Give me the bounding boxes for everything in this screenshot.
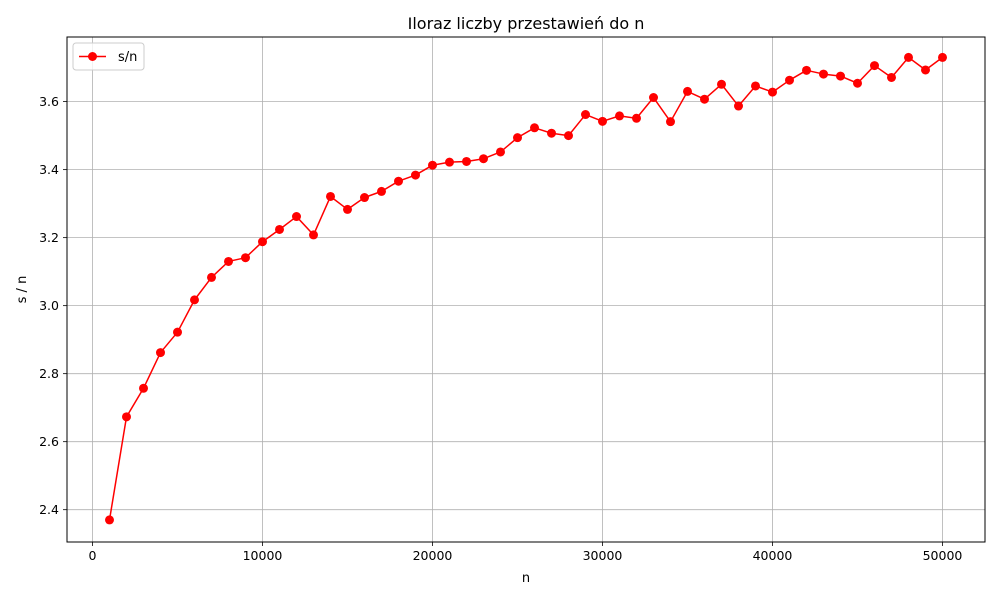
data-point (411, 170, 420, 180)
data-point (921, 65, 930, 75)
data-point (632, 113, 641, 123)
x-tick-label: 20000 (413, 548, 453, 563)
data-point (700, 94, 709, 104)
data-point (360, 193, 369, 203)
legend: s/n (72, 42, 145, 71)
x-axis-ticks: 0 10000 20000 30000 40000 50000 (89, 542, 963, 563)
data-point (445, 157, 454, 167)
data-point (309, 230, 318, 240)
grid (67, 37, 985, 542)
data-point (190, 295, 199, 305)
x-tick-label: 30000 (583, 548, 623, 563)
data-point (530, 123, 539, 133)
data-point (513, 133, 522, 143)
data-point (785, 75, 794, 85)
data-point (870, 61, 879, 71)
y-tick-label: 3.0 (39, 298, 59, 313)
y-tick-label: 3.6 (39, 94, 59, 109)
data-point (683, 86, 692, 96)
legend-entry-s-n: s/n (118, 50, 137, 65)
data-point (377, 186, 386, 196)
data-point (207, 272, 216, 282)
x-axis-label: n (522, 571, 530, 586)
data-point (666, 117, 675, 127)
y-tick-label: 3.4 (39, 162, 59, 177)
y-axis-label: s / n (15, 276, 30, 304)
legend-box (72, 42, 145, 71)
data-point (717, 79, 726, 89)
x-tick-label: 40000 (753, 548, 793, 563)
x-tick-label: 0 (89, 548, 97, 563)
data-point (428, 160, 437, 170)
data-point (904, 52, 913, 62)
data-point (343, 204, 352, 214)
y-tick-label: 2.4 (39, 502, 59, 517)
data-point (326, 191, 335, 201)
data-point (615, 111, 624, 121)
data-point (938, 52, 947, 62)
data-point (547, 128, 556, 138)
data-point (258, 237, 267, 247)
data-point (853, 78, 862, 88)
y-axis-ticks: 2.4 2.6 2.8 3.0 3.2 3.4 3.6 (39, 94, 67, 517)
data-point (224, 256, 233, 266)
data-point (139, 383, 148, 393)
data-point (802, 65, 811, 75)
data-point (173, 327, 182, 337)
y-tick-label: 2.8 (39, 366, 59, 381)
legend-marker (88, 52, 97, 61)
x-tick-label: 10000 (243, 548, 283, 563)
data-point (275, 224, 284, 234)
data-point (122, 412, 131, 422)
data-point (564, 131, 573, 141)
data-point (751, 81, 760, 91)
data-point (598, 116, 607, 126)
data-point (819, 69, 828, 79)
data-point (734, 101, 743, 111)
data-point (156, 348, 165, 358)
plot-frame (66, 36, 986, 543)
series-s-n (105, 52, 947, 525)
data-point (496, 147, 505, 157)
data-point (768, 87, 777, 97)
data-point (105, 515, 114, 525)
x-tick-label: 50000 (923, 548, 963, 563)
data-point (462, 156, 471, 166)
data-point (649, 93, 658, 103)
chart-title: Iloraz liczby przestawień do n (408, 14, 645, 33)
data-point (394, 176, 403, 186)
y-tick-label: 3.2 (39, 230, 59, 245)
data-point (836, 71, 845, 81)
data-point (887, 72, 896, 82)
data-point (581, 110, 590, 120)
data-point (479, 154, 488, 164)
data-point (241, 253, 250, 263)
y-tick-label: 2.6 (39, 434, 59, 449)
data-point (292, 212, 301, 222)
